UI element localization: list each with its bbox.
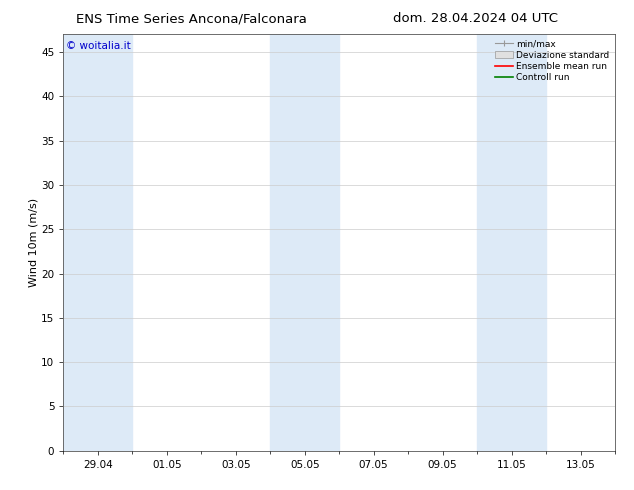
Text: © woitalia.it: © woitalia.it [66,41,131,50]
Y-axis label: Wind 10m (m/s): Wind 10m (m/s) [29,198,38,287]
Bar [477,34,546,451]
Bar [63,34,133,451]
Legend: min/max, Deviazione standard, Ensemble mean run, Controll run: min/max, Deviazione standard, Ensemble m… [492,37,612,85]
Bar [270,34,339,451]
Text: ENS Time Series Ancona/Falconara: ENS Time Series Ancona/Falconara [76,12,307,25]
Text: dom. 28.04.2024 04 UTC: dom. 28.04.2024 04 UTC [393,12,558,25]
